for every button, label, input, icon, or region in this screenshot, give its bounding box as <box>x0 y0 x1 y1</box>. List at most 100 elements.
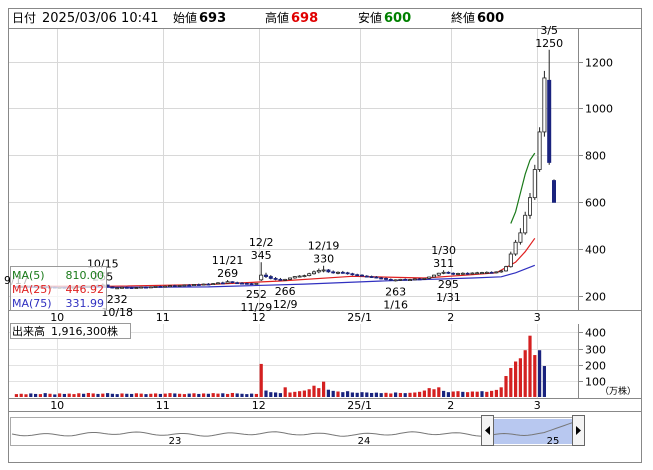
volume-bar <box>283 387 287 397</box>
volume-x-axis: 10 11 12 25/1 2 3 <box>50 399 541 412</box>
volume-tick-label: 400 <box>585 327 606 340</box>
annotation-value: 252 <box>246 288 267 301</box>
volume-bar <box>202 393 206 397</box>
candle-body-down <box>110 286 115 289</box>
candle-body-up <box>254 282 259 285</box>
price-x-tick-label: 10 <box>50 311 64 324</box>
candle <box>547 49 552 165</box>
volume-tick-label: 200 <box>585 360 606 373</box>
candle <box>292 276 297 279</box>
high-label: 高値 <box>265 10 289 25</box>
low-label: 安値 <box>358 10 382 25</box>
candle-body-down <box>331 271 336 274</box>
candle-body-down <box>451 272 456 275</box>
date-value: 2025/03/06 10:41 <box>42 11 159 26</box>
annotation-value: 266 <box>275 285 296 298</box>
range-scrollbar[interactable]: 23 24 25 <box>10 415 585 448</box>
candle-body-up <box>134 287 139 289</box>
candle <box>331 270 336 274</box>
candle-body-down <box>403 278 408 281</box>
candle <box>369 275 374 278</box>
price-x-axis: 10 11 12 25/1 2 3 <box>50 311 541 324</box>
candle-body-up <box>494 271 499 274</box>
candle-body-down <box>124 286 129 289</box>
volume-bar <box>312 385 316 397</box>
candle-body-up <box>120 286 125 289</box>
candle-body-down <box>355 274 360 277</box>
candle <box>446 271 451 274</box>
volume-bar <box>475 391 479 397</box>
volume-bar <box>226 393 230 397</box>
volume-bar <box>538 350 542 397</box>
volume-bar <box>514 361 518 397</box>
volume-bar <box>62 393 66 397</box>
volume-bar <box>499 387 503 397</box>
price-tick-label: 600 <box>585 197 606 210</box>
candle-body-up <box>297 275 302 278</box>
open-label: 始値 <box>173 10 197 25</box>
annotation-value: 232 <box>107 293 128 306</box>
candle <box>499 269 504 273</box>
scrollbar-selection[interactable] <box>488 419 580 444</box>
volume-bar <box>72 394 76 397</box>
candle <box>398 278 403 281</box>
volume-bar <box>432 389 436 397</box>
volume-bar <box>96 393 100 397</box>
volume-bar <box>293 391 297 397</box>
candle-body-up <box>283 278 288 281</box>
candle <box>129 286 134 289</box>
candle <box>158 285 163 288</box>
ma75-label: MA(75) <box>12 297 52 310</box>
close-value: 600 <box>477 11 504 26</box>
candle <box>196 283 201 286</box>
candle-body-up <box>407 279 412 281</box>
candle-body-up <box>422 278 427 280</box>
volume-value: 1,916,300株 <box>51 324 118 338</box>
volume-bar <box>350 392 354 397</box>
candle-body-up <box>528 197 533 216</box>
candle <box>350 272 355 276</box>
volume-bar <box>206 393 210 397</box>
volume-bar <box>101 393 105 397</box>
scroll-handle-left[interactable] <box>481 415 494 446</box>
scroll-handle-right[interactable] <box>572 415 585 446</box>
volume-bar <box>504 376 508 397</box>
volume-bar <box>120 393 124 397</box>
candle <box>431 274 436 278</box>
volume-bar <box>326 389 330 397</box>
price-tick-label: 800 <box>585 150 606 163</box>
candle-body-up <box>470 272 475 275</box>
candle <box>187 284 192 287</box>
volume-bar <box>466 392 470 397</box>
candle-body-up <box>211 283 216 285</box>
candle-body-up <box>307 273 312 277</box>
volume-bar <box>106 393 110 397</box>
volume-x-tick-label: 12 <box>252 399 266 412</box>
candle <box>235 281 240 285</box>
volume-bar <box>34 393 38 397</box>
candle-body-up <box>508 253 513 268</box>
annotation-date: 1/16 <box>383 298 408 311</box>
candle <box>335 271 340 275</box>
candle <box>211 283 216 285</box>
candle-body-down <box>158 286 163 288</box>
volume-bar <box>259 363 263 397</box>
candle-body-up <box>441 271 446 274</box>
candle <box>359 274 364 277</box>
volume-bar <box>192 393 196 397</box>
candle-body-up <box>321 269 326 272</box>
open-value: 693 <box>199 11 226 26</box>
price-tick-label: 200 <box>585 291 606 304</box>
annotation-date: 3/5 <box>540 24 558 37</box>
volume-bar <box>355 392 359 397</box>
candle-body-down <box>230 281 235 284</box>
ma75-value: 331.99 <box>66 297 105 310</box>
candle-body-up <box>292 276 297 279</box>
annotation-value: 330 <box>313 253 334 266</box>
candle <box>340 270 345 274</box>
volume-bar <box>134 393 138 397</box>
volume-bar <box>451 391 455 397</box>
volume-bar <box>427 388 431 397</box>
volume-bar <box>221 393 225 397</box>
